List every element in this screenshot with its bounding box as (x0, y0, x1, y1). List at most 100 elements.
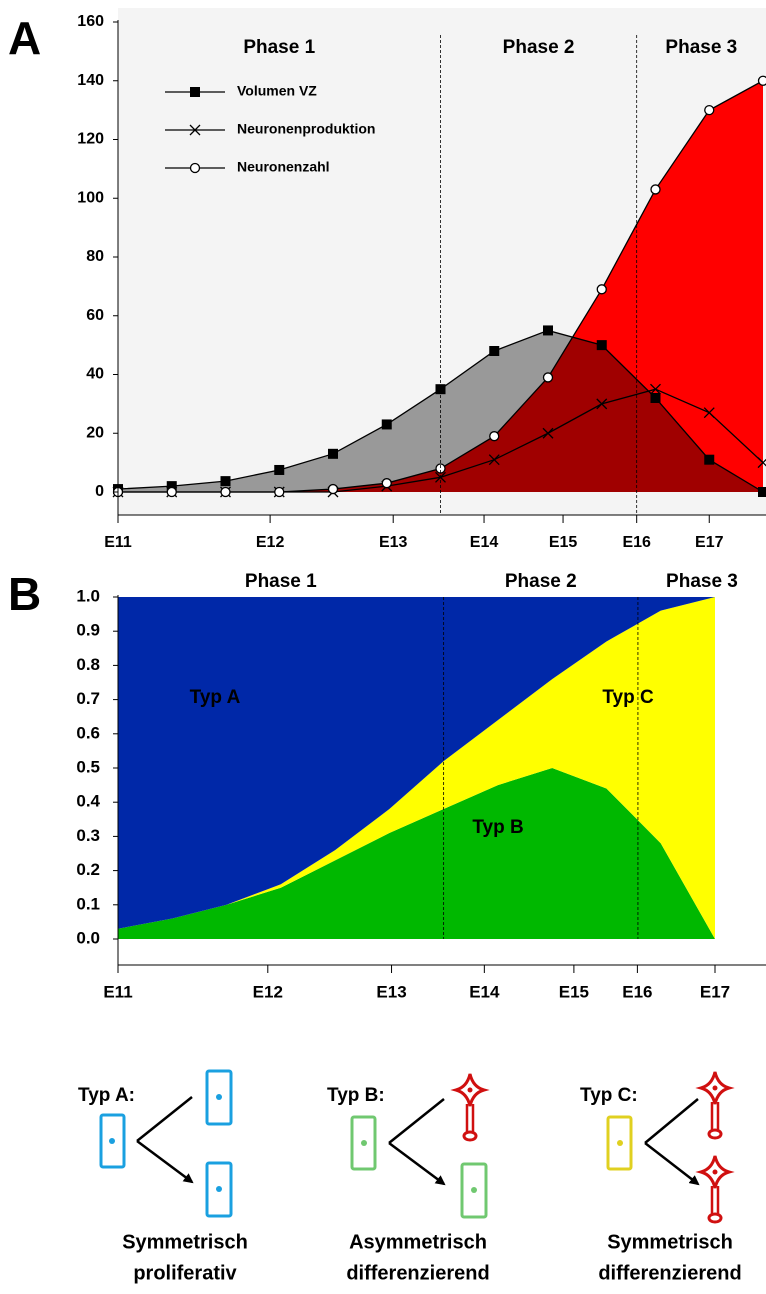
panel-letter: B (8, 568, 41, 620)
y-tick-label: 60 (86, 307, 104, 324)
marker (704, 454, 715, 465)
y-tick-label: 0.2 (76, 860, 100, 879)
y-tick-label: 0.3 (76, 826, 100, 845)
area-label: Typ A (190, 687, 241, 708)
marker (704, 104, 715, 116)
caption: differenzierend (598, 1262, 741, 1284)
y-tick-label: 140 (77, 72, 104, 89)
y-tick-label: 160 (77, 13, 104, 30)
x-tick-label: E15 (549, 534, 578, 551)
caption: Asymmetrisch (349, 1231, 487, 1253)
nucleus (361, 1140, 367, 1146)
arrow (136, 1096, 192, 1182)
phase-label: Phase 3 (666, 571, 738, 592)
cell (460, 1162, 488, 1219)
y-tick-label: 100 (77, 189, 104, 206)
x-tick-label: E14 (470, 534, 499, 551)
cell-division-diagram: Typ A: Symmetrisch proliferativ Typ B: A… (78, 1069, 742, 1284)
type-label: Typ B: (327, 1085, 385, 1106)
marker (650, 383, 661, 395)
marker (543, 325, 553, 336)
x-tick-label: E16 (622, 534, 651, 551)
cell (350, 1115, 377, 1171)
marker (220, 486, 231, 498)
marker (758, 487, 766, 497)
caption: proliferativ (133, 1262, 237, 1284)
marker (274, 464, 285, 475)
marker (596, 340, 607, 351)
neuron (699, 1070, 731, 1140)
phase-label: Phase 2 (503, 37, 575, 58)
area (118, 597, 715, 929)
marker (381, 419, 392, 430)
marker (596, 398, 608, 410)
marker (542, 372, 554, 383)
marker (274, 486, 285, 498)
x-tick-label: E17 (700, 982, 730, 1001)
legend-marker (190, 87, 200, 97)
caption: differenzierend (346, 1262, 489, 1284)
nucleus (216, 1094, 222, 1100)
y-tick-label: 0.7 (76, 689, 100, 708)
y-tick-label: 0.0 (76, 928, 100, 947)
marker (757, 75, 766, 86)
x-tick-label: E12 (253, 982, 283, 1001)
area (118, 597, 715, 939)
area-label: Typ B (472, 817, 523, 838)
marker (327, 483, 339, 495)
marker (703, 407, 715, 419)
marker (488, 454, 500, 466)
arrow (644, 1098, 698, 1184)
y-tick-label: 0.9 (76, 621, 100, 640)
marker (489, 346, 500, 356)
marker (328, 448, 338, 459)
legend-label: Neuronenproduktion (237, 121, 375, 137)
x-tick-label: E17 (695, 534, 724, 551)
phase-label: Phase 1 (245, 571, 317, 592)
type-label: Typ C: (580, 1085, 638, 1106)
marker (166, 481, 177, 492)
legend-label: Neuronenzahl (237, 159, 330, 175)
marker (381, 478, 392, 489)
x-tick-label: E13 (376, 982, 406, 1001)
y-tick-label: 0.8 (76, 655, 100, 674)
nucleus (471, 1187, 477, 1193)
area-label: Typ C (602, 687, 654, 708)
y-tick-label: 120 (77, 131, 104, 148)
neuron (699, 1154, 731, 1224)
marker (435, 384, 446, 395)
phase-label: Phase 2 (505, 571, 577, 592)
marker (542, 427, 554, 439)
x-tick-label: E11 (104, 534, 132, 551)
caption: Symmetrisch (122, 1231, 248, 1253)
arrow (388, 1098, 444, 1184)
legend-marker (189, 124, 201, 136)
cell (205, 1161, 233, 1218)
legend-marker (189, 162, 201, 174)
legend-label: Volumen VZ (237, 83, 317, 99)
phase-label: Phase 1 (243, 37, 315, 58)
x-tick-label: E14 (469, 982, 500, 1001)
y-tick-label: 80 (86, 248, 104, 265)
x-tick-label: E12 (256, 534, 285, 551)
marker (489, 431, 500, 442)
marker (757, 457, 766, 469)
phase-label: Phase 3 (665, 37, 737, 58)
x-tick-label: E13 (379, 534, 408, 551)
nucleus (617, 1140, 623, 1146)
type-label: Typ A: (78, 1085, 135, 1106)
y-tick-label: 1.0 (76, 586, 100, 605)
y-tick-label: 0 (95, 483, 104, 500)
cell (606, 1115, 633, 1171)
charts: A Volumen VZ Neuronenproduktion Neuronenzah… (8, 8, 766, 1001)
neuron (454, 1072, 486, 1142)
marker (650, 393, 661, 403)
y-tick-label: 40 (86, 366, 104, 383)
x-tick-label: E16 (622, 982, 652, 1001)
nucleus (216, 1186, 222, 1192)
caption: Symmetrisch (607, 1231, 733, 1253)
y-tick-label: 0.4 (76, 792, 100, 811)
cell (99, 1113, 126, 1169)
y-tick-label: 0.5 (76, 757, 100, 776)
